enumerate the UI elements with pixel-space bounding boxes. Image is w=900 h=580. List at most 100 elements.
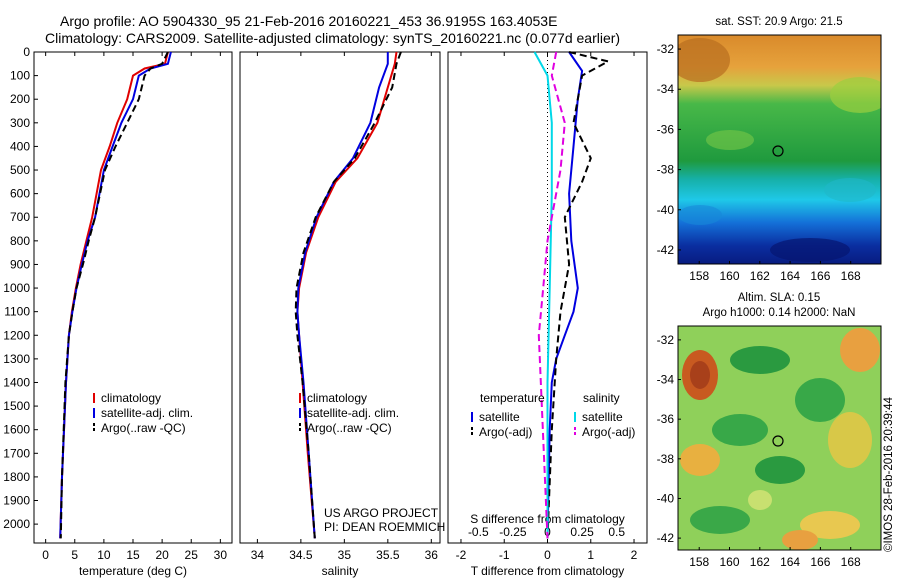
x-tick-label: 34 <box>251 548 265 562</box>
x-top-tick-label: 0.25 <box>570 525 594 539</box>
legend-label: Argo(..raw -QC) <box>101 421 186 435</box>
map-x-tick-label: 166 <box>810 555 830 569</box>
figure-title-line1: Argo profile: AO 5904330_95 21-Feb-2016 … <box>60 13 558 29</box>
chart-panel-2: 34 34.5 35 35.5 36 salinity climatologysatelli… <box>239 51 445 578</box>
x-tick-label: 36 <box>425 548 439 562</box>
y-tick-label: 1500 <box>3 399 30 413</box>
x-tick-label: 5 <box>71 548 78 562</box>
plot-frame <box>239 51 441 544</box>
legend-label: Argo(..raw -QC) <box>307 421 392 435</box>
y-tick-label: 700 <box>10 210 30 224</box>
x-axis-label: temperature (deg C) <box>79 564 187 578</box>
sla-map-title-line2: Argo h1000: 0.14 h2000: NaN <box>703 307 856 319</box>
map-x-tick-label: 158 <box>689 555 709 569</box>
map-y-tick-label: -38 <box>657 452 675 466</box>
x-tick-label: 1 <box>587 548 594 562</box>
map-y-tick-label: -40 <box>657 491 675 505</box>
x-top-tick-label: -0.25 <box>499 525 527 539</box>
series-line-2 <box>296 52 389 539</box>
legend-label: satellite <box>479 410 520 424</box>
series-line-1 <box>296 51 398 539</box>
x-tick-label: 10 <box>97 548 111 562</box>
legend-label: Argo(-adj) <box>479 425 532 439</box>
y-tick-label: 600 <box>10 187 30 201</box>
map-y-tick-label: -34 <box>657 373 675 387</box>
legend-header-temperature: temperature <box>480 391 545 405</box>
series-line-3 <box>294 51 402 539</box>
sst-map: sat. SST: 20.9 Argo: 21.5 <box>677 16 882 265</box>
map-x-tick-label: 168 <box>841 269 861 283</box>
x-tick-label: 34.5 <box>289 548 313 562</box>
x-tick-label: 20 <box>155 548 169 562</box>
x-tick-label: -1 <box>499 548 510 562</box>
y-tick-label: 1700 <box>3 446 30 460</box>
x-tick-label: 2 <box>631 548 638 562</box>
legend-label: satellite-adj. clim. <box>307 406 399 420</box>
legend-label: Argo(-adj) <box>582 425 635 439</box>
map-x-tick-label: 164 <box>780 269 800 283</box>
legend-label: climatology <box>307 391 367 405</box>
figure-title-line2: Climatology: CARS2009. Satellite-adjuste… <box>45 30 621 46</box>
map-y-tick-label: -40 <box>657 203 675 217</box>
map-x-tick-label: 162 <box>750 269 770 283</box>
x-tick-label: 0 <box>544 548 551 562</box>
map-x-tick-label: 162 <box>750 555 770 569</box>
legend-label: satellite <box>582 410 623 424</box>
x-tick-label: 30 <box>214 548 228 562</box>
x-axis-label: T difference from climatology <box>471 564 625 578</box>
series-line-2 <box>546 51 611 539</box>
y-tick-label: 1800 <box>3 470 30 484</box>
imos-credit: ©IMOS 28-Feb-2016 20:39:44 <box>883 397 895 552</box>
map-y-tick-label: -32 <box>657 42 675 56</box>
x-tick-label: 0 <box>42 548 49 562</box>
y-tick-label: 1100 <box>4 305 30 319</box>
map-x-tick-label: 160 <box>719 555 739 569</box>
map-x-tick-label: 168 <box>841 555 861 569</box>
series-line-4 <box>537 51 566 539</box>
sla-map: Altim. SLA: 0.15 Argo h1000: 0.14 h2000:… <box>677 292 882 551</box>
y-tick-label: 1300 <box>3 352 30 366</box>
x-top-tick-label: 0.5 <box>608 525 625 539</box>
y-tick-label: 200 <box>10 92 30 106</box>
map-x-tick-label: 158 <box>689 269 709 283</box>
y-tick-label: 900 <box>10 257 30 271</box>
map-y-tick-label: -34 <box>657 82 675 96</box>
map-y-tick-label: -36 <box>657 412 675 426</box>
legend-label: satellite-adj. clim. <box>101 406 193 420</box>
map-axes: 158 160 162 164 166 168 -32 -34 -36 -38 -40 -42 <box>657 333 861 569</box>
map-y-tick-label: -32 <box>657 333 675 347</box>
y-tick-label: 1200 <box>3 328 30 342</box>
argo-location-marker-sst <box>772 145 784 157</box>
y-tick-label: 1600 <box>3 423 30 437</box>
series-line-3 <box>59 51 169 539</box>
y-tick-label: 1400 <box>3 375 30 389</box>
y-tick-label: 2000 <box>3 517 30 531</box>
y-tick-label: 400 <box>10 139 30 153</box>
y-tick-label: 500 <box>10 163 30 177</box>
chart-panel-1: 0 5 10 15 20 25 300100200300400500600700800900… <box>3 45 233 578</box>
map-x-tick-label: 164 <box>780 555 800 569</box>
annotation-text: PI: DEAN ROEMMICH <box>324 520 445 534</box>
x-tick-label: 35 <box>338 548 352 562</box>
y-tick-label: 300 <box>10 116 30 130</box>
map-y-tick-label: -42 <box>657 243 675 257</box>
y-tick-label: 0 <box>23 45 30 59</box>
map-x-tick-label: 160 <box>719 269 739 283</box>
series-line-3 <box>533 51 553 539</box>
series-line-2 <box>59 51 172 539</box>
legend-header-salinity: salinity <box>583 391 620 405</box>
plot-frame <box>33 51 233 544</box>
map-x-tick-label: 166 <box>810 269 830 283</box>
map-y-tick-label: -38 <box>657 163 675 177</box>
x-tick-label: 15 <box>126 548 140 562</box>
y-tick-label: 100 <box>10 69 30 83</box>
y-tick-label: 800 <box>10 234 30 248</box>
legend-label: climatology <box>101 391 161 405</box>
sla-map-title-line1: Altim. SLA: 0.15 <box>738 292 820 304</box>
map-axes: 158 160 162 164 166 168 -32 -34 -36 -38 -40 -42 <box>657 42 861 283</box>
annotation-text: US ARGO PROJECT <box>324 506 439 520</box>
argo-location-marker-sla <box>772 435 784 447</box>
x-axis-label: salinity <box>322 564 359 578</box>
